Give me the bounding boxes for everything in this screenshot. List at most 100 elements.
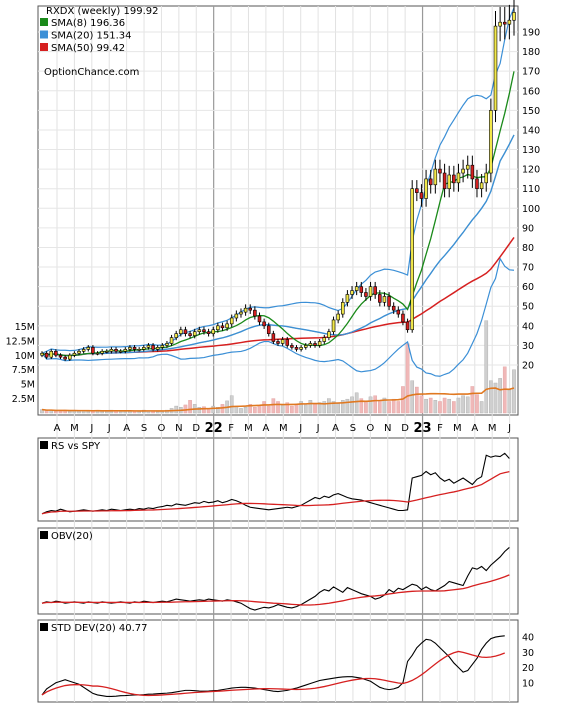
panel-frame bbox=[37, 527, 519, 615]
month-label: M bbox=[453, 423, 462, 434]
volume-bar bbox=[405, 343, 410, 414]
volume-tick: 10M bbox=[15, 351, 35, 362]
candle-body bbox=[86, 347, 91, 350]
candle-body bbox=[391, 305, 396, 311]
month-label: J bbox=[507, 423, 511, 434]
candle-body bbox=[304, 345, 308, 348]
price-tick: 70 bbox=[522, 263, 534, 274]
volume-bar bbox=[229, 395, 234, 414]
candle-body bbox=[461, 168, 465, 174]
volume-bar bbox=[442, 397, 447, 414]
legend-label: SMA(8) 196.36 bbox=[51, 18, 125, 29]
volume-bar bbox=[202, 406, 206, 414]
candle-body bbox=[354, 286, 359, 291]
volume-bar bbox=[507, 389, 512, 414]
volume-bar bbox=[327, 398, 331, 414]
legend-swatch bbox=[40, 18, 48, 26]
stddev-tick: 40 bbox=[522, 633, 534, 644]
volume-bar bbox=[382, 397, 387, 414]
price-tick: 170 bbox=[522, 67, 540, 78]
bollinger-lower bbox=[41, 257, 515, 377]
volume-bar bbox=[303, 404, 308, 414]
volume-bar bbox=[428, 397, 433, 414]
month-label: D bbox=[401, 423, 409, 434]
candle-body bbox=[229, 317, 234, 325]
volume-bar bbox=[489, 380, 493, 414]
panel-frame bbox=[37, 437, 519, 522]
candle-body bbox=[262, 321, 266, 327]
month-label: 22 bbox=[205, 421, 223, 436]
candle-body bbox=[294, 347, 299, 350]
volume-bar bbox=[197, 407, 202, 414]
price-tick: 80 bbox=[522, 243, 534, 254]
candle-body bbox=[54, 350, 58, 356]
candle-body bbox=[239, 311, 243, 315]
volume-bar bbox=[433, 400, 438, 414]
volume-bar bbox=[350, 396, 354, 414]
volume-bar bbox=[183, 404, 188, 414]
month-label: F bbox=[228, 423, 234, 434]
candle-body bbox=[243, 307, 248, 313]
volume-bar bbox=[266, 405, 271, 414]
volume-tick: 2.5M bbox=[12, 394, 35, 405]
candle-body bbox=[489, 110, 493, 174]
candle-body bbox=[345, 294, 350, 303]
price-tick: 60 bbox=[522, 282, 534, 293]
candle-body bbox=[368, 286, 373, 297]
price-tick: 110 bbox=[522, 184, 540, 195]
volume-bar bbox=[188, 400, 192, 414]
month-label: N bbox=[175, 423, 182, 434]
volume-bar bbox=[387, 401, 391, 414]
bollinger-upper bbox=[41, 7, 515, 354]
candle-body bbox=[234, 313, 239, 319]
volume-bar bbox=[373, 395, 377, 414]
price-tick: 100 bbox=[522, 204, 540, 215]
volume-bar bbox=[484, 320, 489, 414]
volume-bar bbox=[415, 386, 419, 414]
candle-body bbox=[502, 21, 507, 25]
month-label: F bbox=[437, 423, 443, 434]
candle-body bbox=[179, 329, 183, 334]
candle-body bbox=[341, 302, 345, 315]
month-label: M bbox=[244, 423, 253, 434]
candle-body bbox=[100, 350, 104, 354]
chart-title: RXDX (weekly) 199.92 bbox=[46, 6, 158, 17]
price-tick: 130 bbox=[522, 145, 540, 156]
candle-body bbox=[58, 354, 63, 358]
candle-body bbox=[169, 337, 174, 344]
volume-bar bbox=[424, 398, 428, 414]
month-label: M bbox=[279, 423, 288, 434]
candle-body bbox=[276, 341, 280, 344]
candle-body bbox=[72, 352, 77, 356]
volume-bar bbox=[498, 378, 502, 414]
volume-bar bbox=[253, 407, 257, 414]
volume-bar bbox=[493, 382, 498, 414]
month-label: A bbox=[54, 423, 61, 434]
candle-body bbox=[322, 337, 327, 342]
volume-bar bbox=[336, 403, 340, 414]
candle-body bbox=[456, 172, 461, 184]
volume-bar bbox=[174, 405, 179, 414]
volume-bar bbox=[331, 401, 336, 414]
price-tick: 160 bbox=[522, 86, 540, 97]
month-label: J bbox=[316, 423, 320, 434]
volume-bars bbox=[40, 320, 516, 414]
candle-body bbox=[424, 178, 428, 199]
panel-label: RS vs SPY bbox=[51, 441, 101, 452]
month-label: J bbox=[298, 423, 302, 434]
candle-body bbox=[197, 329, 202, 333]
price-tick: 90 bbox=[522, 223, 534, 234]
candle-body bbox=[401, 313, 405, 323]
stddev-tick: 10 bbox=[522, 678, 534, 689]
price-tick: 40 bbox=[522, 321, 534, 332]
volume-bar bbox=[299, 401, 303, 414]
volume-tick: 7.5M bbox=[12, 365, 35, 376]
candle-body bbox=[350, 290, 354, 295]
volume-tick: 15M bbox=[15, 322, 35, 333]
volume-bar bbox=[479, 401, 484, 414]
candle-body bbox=[123, 349, 128, 352]
candle-body bbox=[44, 352, 49, 358]
candle-body bbox=[419, 192, 424, 199]
candle-body bbox=[63, 356, 67, 360]
